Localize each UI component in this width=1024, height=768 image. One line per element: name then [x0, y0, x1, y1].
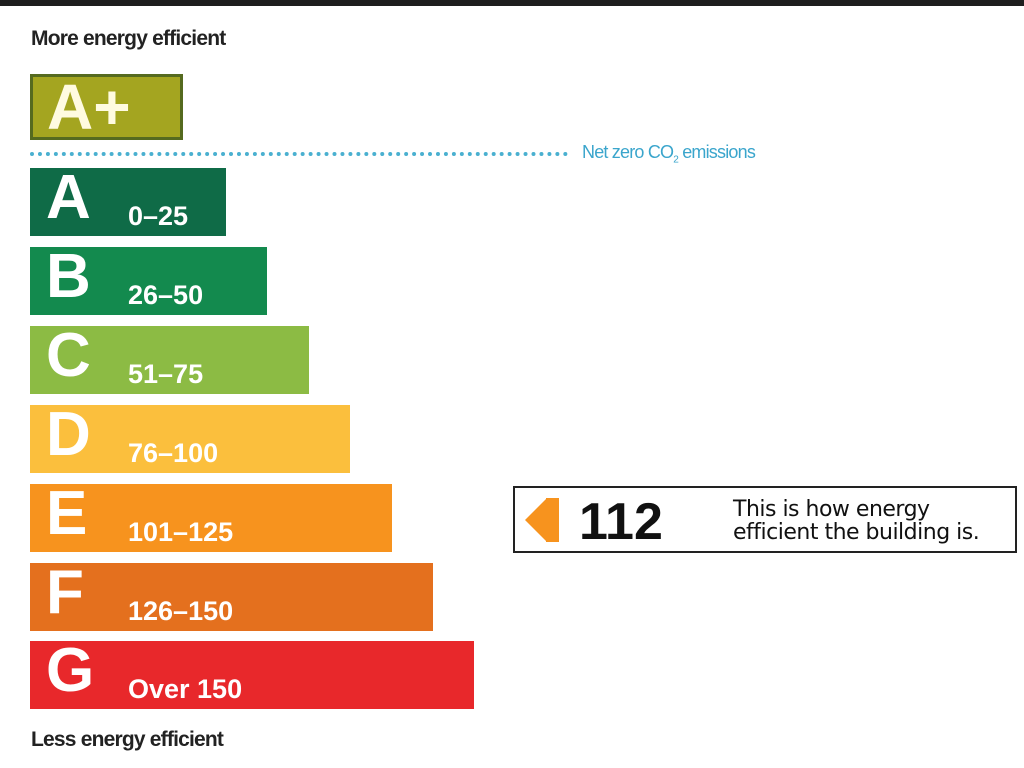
band-range: 0–25: [128, 201, 189, 231]
net-zero-suffix: emissions: [678, 142, 756, 162]
band-range: 51–75: [128, 358, 204, 389]
band-g: G Over 150: [30, 637, 475, 710]
rating-arrow-icon: [525, 498, 547, 542]
band-range: 101–125: [128, 516, 234, 547]
band-b: B 26–50: [30, 242, 268, 315]
band-c: C 51–75: [30, 321, 309, 394]
band-f: F 126–150: [30, 558, 433, 631]
band-e: E 101–125: [30, 479, 392, 552]
band-range: Over 150: [128, 674, 243, 705]
rating-description: This is how energy efficient the buildin…: [733, 497, 980, 545]
net-zero-label: Net zero CO2 emissions: [582, 142, 756, 166]
band-letter: A: [46, 163, 91, 232]
rating-score: 112: [579, 493, 663, 551]
rating-callout: 112 This is how energy efficient the bui…: [513, 486, 1017, 553]
band-letter: B: [46, 241, 91, 311]
band-letter: E: [46, 478, 88, 548]
band-range: 26–50: [128, 279, 204, 310]
band-a-plus: A+: [30, 74, 183, 140]
band-letter: F: [46, 557, 84, 627]
net-zero-subscript: 2: [673, 154, 679, 166]
rating-arrow-body: [546, 498, 559, 542]
band-range: 76–100: [128, 437, 219, 468]
top-bar: [0, 0, 1024, 6]
band-a: A 0–25: [30, 164, 226, 236]
band-d: D 76–100: [30, 400, 351, 473]
more-efficient-label: More energy efficient: [31, 27, 226, 50]
net-zero-text: Net zero CO: [582, 142, 674, 162]
net-zero-dotted-line: [30, 152, 568, 156]
band-letter: C: [46, 320, 91, 390]
band-letter: G: [46, 636, 95, 706]
less-efficient-label: Less energy efficient: [31, 728, 224, 751]
rating-description-line1: This is how energy: [733, 497, 930, 522]
rating-description-line2: efficient the building is.: [733, 520, 980, 545]
band-a-plus-letter: A+: [47, 71, 131, 143]
band-letter: D: [46, 399, 91, 469]
band-range: 126–150: [128, 595, 234, 626]
